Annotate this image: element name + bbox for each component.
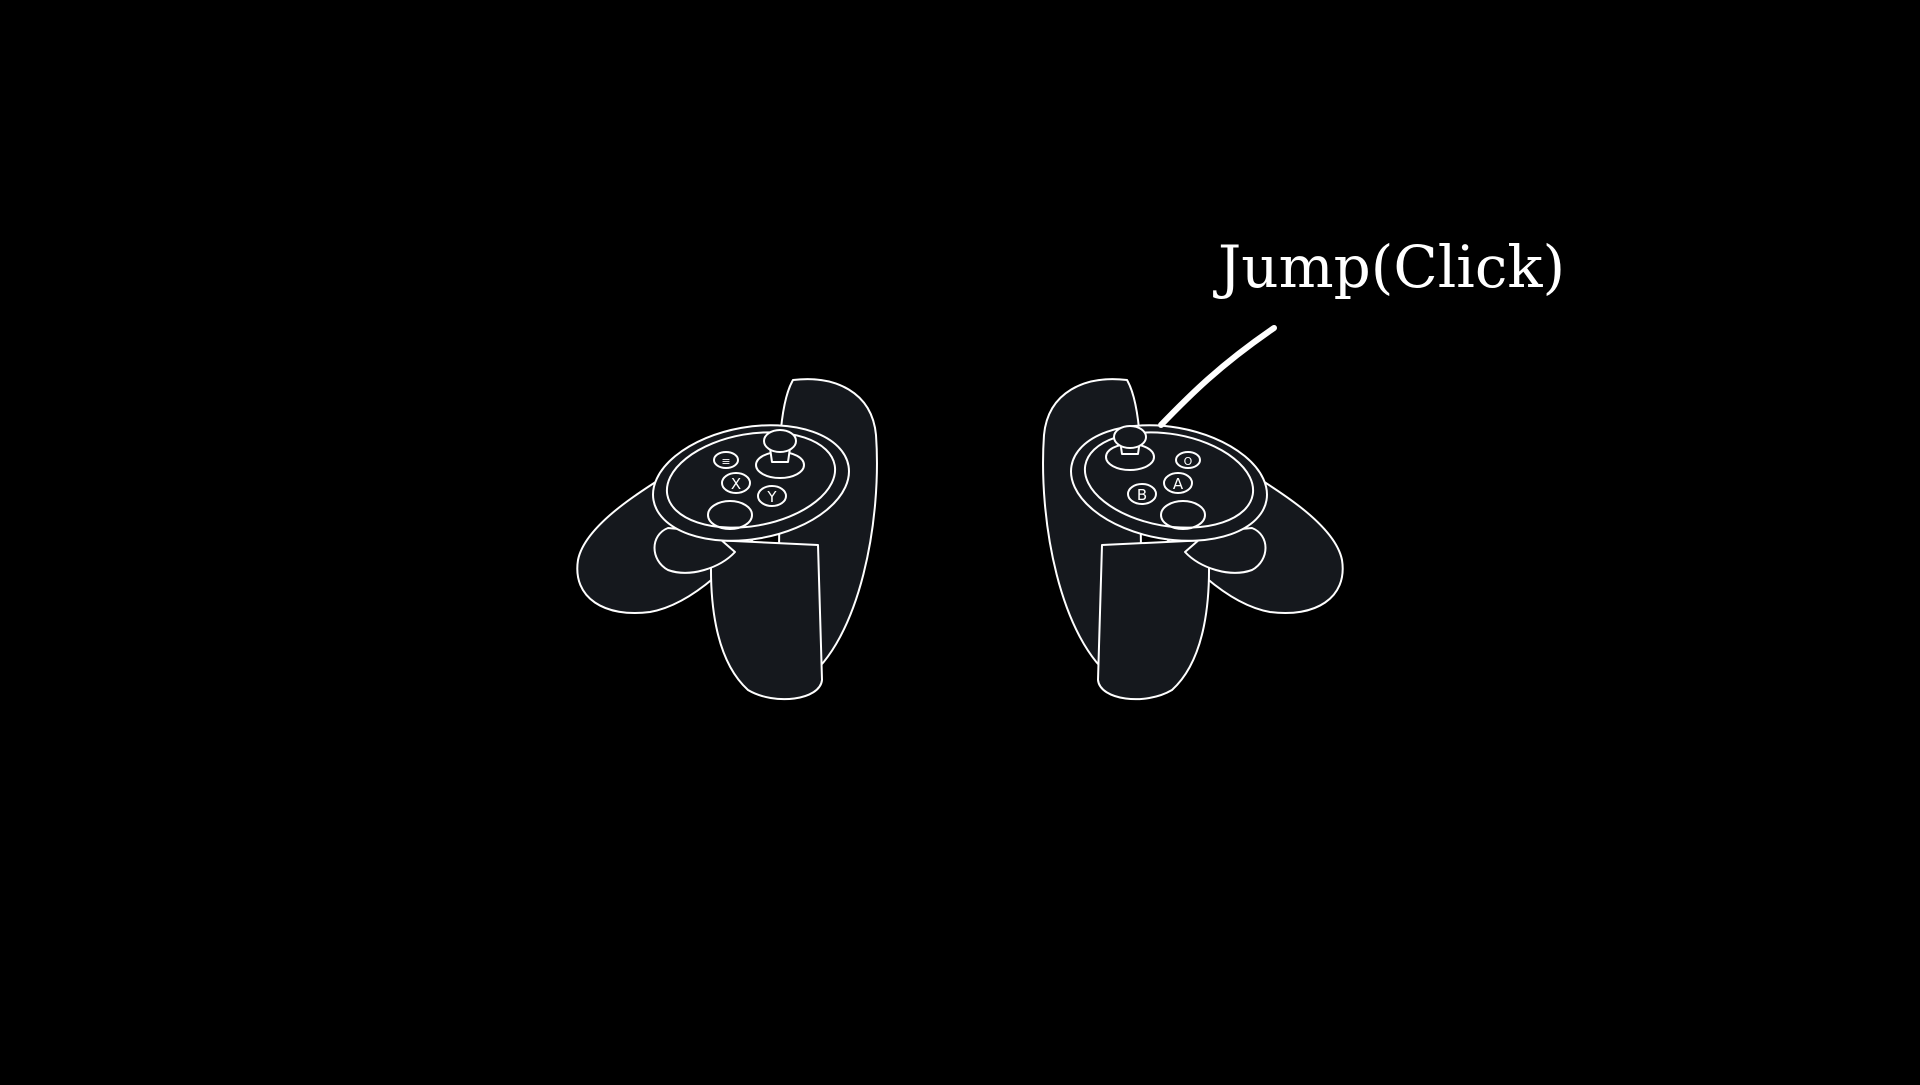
callout-leader-line <box>1158 325 1277 428</box>
right-thumbstick-cap <box>1113 425 1147 449</box>
left-x-button: X <box>721 472 751 494</box>
right-oculus-button: O <box>1175 451 1201 469</box>
right-controller: O A B <box>1042 378 1344 701</box>
left-controller: ≡ X Y <box>576 378 878 701</box>
left-y-button: Y <box>757 485 787 507</box>
right-lower-band <box>1097 539 1211 701</box>
left-menu-button: ≡ <box>713 451 739 469</box>
b-button-label: B <box>1137 486 1147 504</box>
right-a-button: A <box>1163 472 1193 494</box>
callout-label-jump-click: Jump(Click) <box>1218 233 1566 301</box>
left-lower-band <box>709 539 823 701</box>
left-thumbstick-cap <box>763 429 797 453</box>
right-b-button: B <box>1127 483 1157 505</box>
x-button-label: X <box>731 475 741 493</box>
oculus-icon: O <box>1184 455 1193 468</box>
y-button-label: Y <box>766 488 777 506</box>
a-button-label: A <box>1173 475 1184 493</box>
left-thumb-rest <box>707 500 753 530</box>
menu-icon: ≡ <box>721 455 730 468</box>
right-thumb-rest <box>1160 500 1206 530</box>
